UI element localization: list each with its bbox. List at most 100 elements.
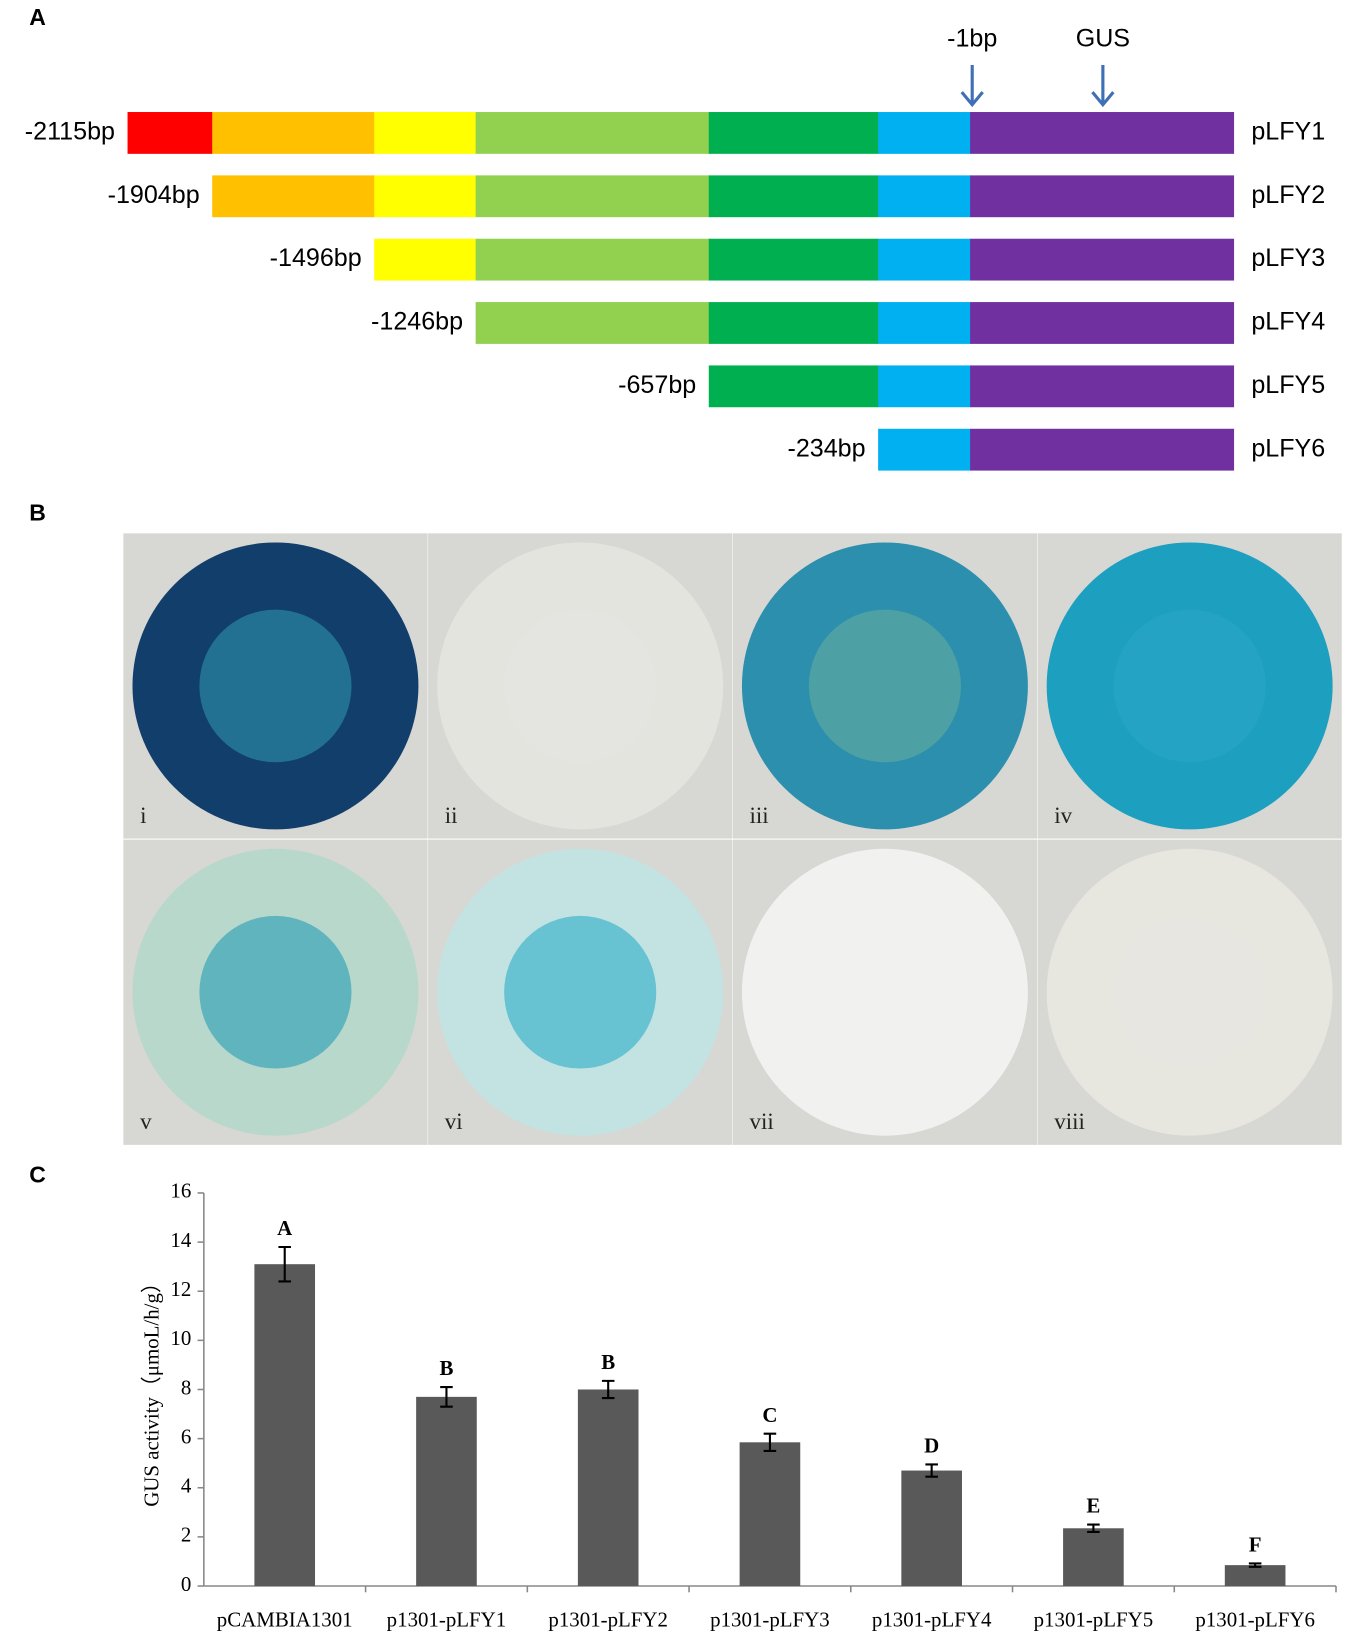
segment: [970, 238, 1235, 281]
construct-name: pLFY2: [1251, 181, 1325, 209]
y-axis-label: GUS activity（μmoL/h/g）: [139, 1272, 163, 1507]
x-tick-label: p1301-pLFY5: [1034, 1607, 1154, 1631]
segment: [708, 175, 879, 218]
construct-name: pLFY5: [1251, 371, 1325, 399]
segment: [708, 365, 879, 408]
bar: [1063, 1528, 1124, 1587]
x-tick-label: p1301-pLFY2: [548, 1607, 668, 1631]
bar: [901, 1470, 962, 1587]
significance-letter: B: [439, 1356, 453, 1380]
y-tick-label: 14: [170, 1228, 191, 1252]
start-label: -1246bp: [371, 308, 463, 336]
segment: [970, 365, 1235, 408]
error-bar: [1248, 1562, 1262, 1568]
photo-label: viii: [1054, 1109, 1085, 1134]
y-tick-label: 16: [170, 1179, 191, 1203]
start-label: -657bp: [618, 371, 696, 399]
y-tick-label: 10: [170, 1326, 191, 1350]
y-tick-label: 8: [181, 1375, 191, 1399]
leaf-disc-center: [504, 915, 657, 1069]
construct-name: pLFY4: [1251, 308, 1325, 336]
segment: [878, 428, 971, 471]
error-bar: [601, 1379, 615, 1400]
leaf-disc-center: [199, 609, 352, 763]
start-label: -2115bp: [25, 118, 115, 146]
arrows: [960, 64, 1115, 108]
marker-label: -1bp: [947, 25, 997, 53]
segment: [878, 238, 971, 281]
error-bar: [440, 1385, 453, 1408]
x-tick-label: p1301-pLFY4: [872, 1607, 992, 1631]
x-tick-label: p1301-pLFY1: [387, 1607, 507, 1631]
bar: [739, 1442, 801, 1587]
bar: [1224, 1565, 1286, 1587]
photo-label: i: [140, 803, 146, 828]
segment: [475, 302, 710, 344]
construct-name: pLFY1: [1251, 118, 1325, 146]
segment: [970, 112, 1235, 154]
photo-label: iii: [750, 803, 769, 828]
start-label: -234bp: [787, 434, 865, 462]
segment: [475, 238, 710, 281]
segment: [708, 238, 879, 281]
y-tick-label: 4: [181, 1474, 192, 1498]
leaf-disc-center: [199, 915, 352, 1069]
segment: [970, 428, 1235, 471]
segment: [374, 175, 477, 218]
y-tick-label: 2: [181, 1523, 191, 1547]
segment: [212, 175, 375, 218]
segment: [878, 302, 971, 344]
construct-name: pLFY3: [1251, 244, 1325, 272]
significance-letter: F: [1249, 1532, 1262, 1556]
leaf-disc-center: [1113, 609, 1266, 763]
bar: [416, 1396, 477, 1587]
x-tick-label: p1301-pLFY3: [710, 1607, 830, 1631]
segment: [878, 365, 971, 408]
photo-label: iv: [1054, 803, 1072, 828]
segment: [374, 238, 477, 281]
error-bar: [925, 1463, 938, 1478]
error-bar: [278, 1245, 291, 1283]
photo-label: vi: [445, 1109, 463, 1134]
significance-letter: D: [924, 1433, 939, 1457]
marker-label: GUS: [1076, 25, 1130, 53]
panel-label: A: [29, 4, 46, 30]
leaf-disc-center: [504, 609, 657, 763]
segment: [212, 112, 375, 154]
error-bar: [1087, 1523, 1100, 1534]
y-tick-label: 0: [181, 1572, 191, 1596]
photo-label: v: [140, 1109, 152, 1134]
construct-name: pLFY6: [1251, 434, 1325, 462]
segment: [374, 112, 477, 154]
y-tick-label: 12: [170, 1277, 191, 1301]
segment: [970, 302, 1235, 344]
leaf-disc-center: [808, 915, 961, 1069]
start-label: -1904bp: [108, 181, 200, 209]
segment: [127, 112, 213, 154]
segment: [878, 112, 971, 154]
x-tick-label: pCAMBIA1301: [217, 1607, 353, 1631]
y-tick-label: 6: [181, 1424, 191, 1448]
x-tick-label: p1301-pLFY6: [1195, 1607, 1315, 1631]
error-bar: [763, 1432, 777, 1452]
start-label: -1496bp: [270, 244, 362, 272]
segment: [970, 175, 1235, 218]
photo-label: vii: [750, 1109, 774, 1134]
segment: [475, 112, 710, 154]
significance-letter: B: [601, 1350, 615, 1374]
bar: [254, 1264, 316, 1587]
segment: [708, 302, 879, 344]
significance-letter: C: [762, 1403, 777, 1427]
photo-label: ii: [445, 803, 458, 828]
significance-letter: E: [1086, 1494, 1100, 1518]
leaf-disc-center: [808, 609, 961, 763]
panel-label: B: [29, 500, 46, 526]
significance-letter: A: [277, 1216, 292, 1240]
segment: [475, 175, 710, 218]
panel-label: C: [29, 1161, 46, 1187]
leaf-disc-center: [1113, 915, 1266, 1069]
bar: [577, 1389, 639, 1587]
segment: [878, 175, 971, 218]
segment: [708, 112, 879, 154]
